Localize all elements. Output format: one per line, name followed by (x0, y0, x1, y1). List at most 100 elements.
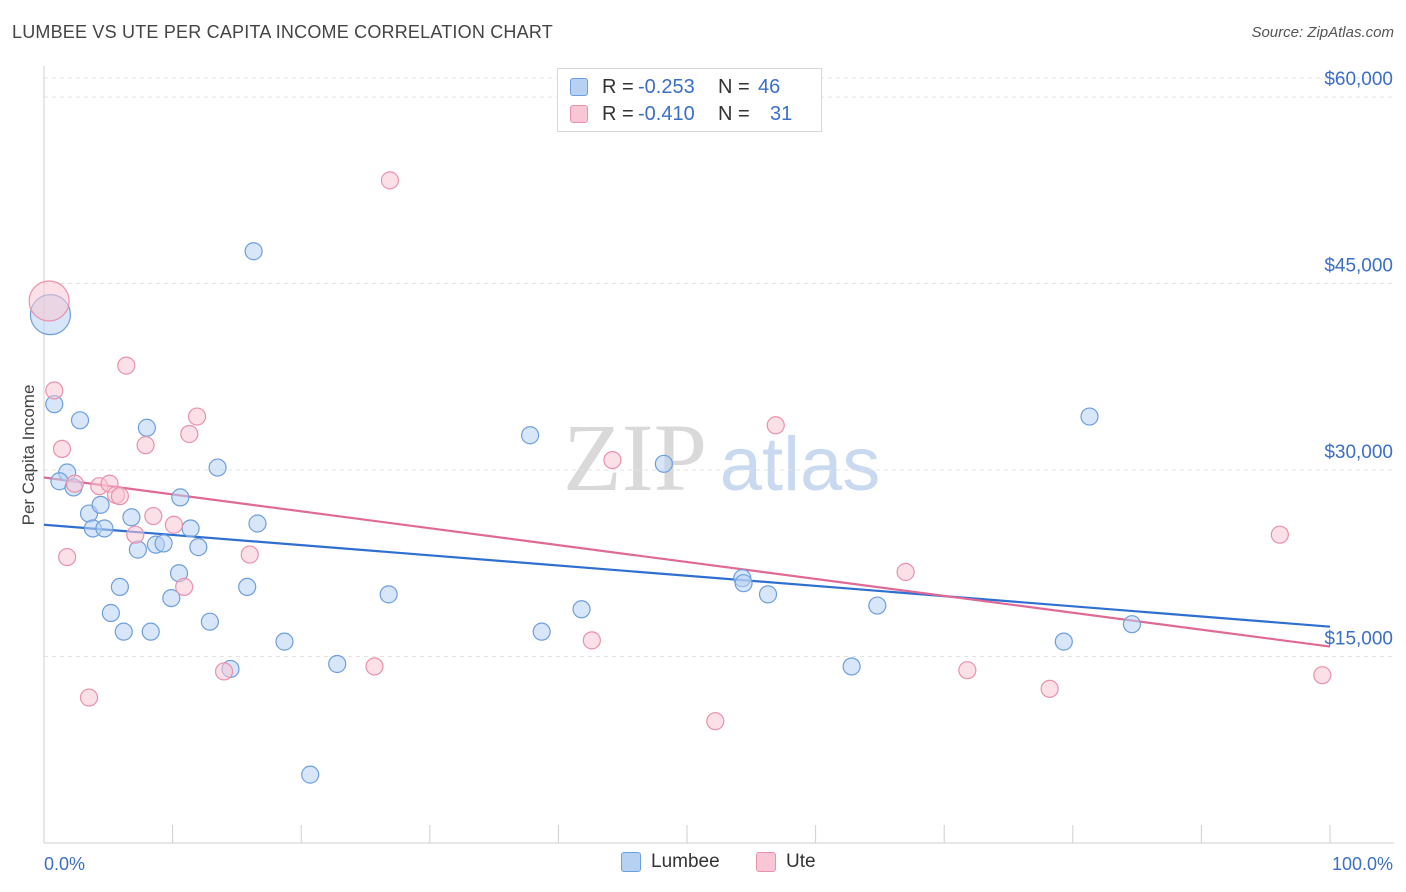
ute-swatch (570, 105, 588, 123)
x-tick-label: 0.0% (44, 854, 85, 874)
ute-point (52, 439, 72, 459)
ute-point (958, 661, 977, 680)
lumbee-point (171, 488, 190, 507)
y-tick-label: $45,000 (1324, 256, 1393, 277)
legend-item-ute: Ute (756, 851, 816, 873)
trend-lines (43, 476, 1331, 648)
lumbee-point (244, 242, 263, 261)
lumbee-point (654, 454, 673, 473)
lumbee-point (154, 534, 173, 553)
ute-point (766, 416, 785, 435)
lumbee-point (842, 657, 861, 676)
lumbee-swatch (570, 78, 588, 96)
lumbee-point (110, 577, 129, 597)
ute-point (126, 525, 145, 544)
lumbee-point (248, 514, 267, 533)
lumbee-point (379, 585, 398, 604)
lumbee-point (128, 540, 147, 559)
ute-point (214, 662, 234, 681)
lumbee-point (137, 418, 156, 437)
lumbee-point (91, 495, 110, 514)
n-label: N = (718, 75, 750, 98)
lumbee-point (734, 574, 753, 593)
watermark: ZIP atlas (563, 404, 880, 511)
y-tick-label: $15,000 (1324, 629, 1393, 650)
lumbee-legend-label: Lumbee (651, 851, 720, 872)
data-points (28, 171, 1332, 784)
lumbee-point (70, 411, 90, 430)
lumbee-point (208, 458, 227, 477)
ute-trend-line (43, 476, 1331, 648)
lumbee-point (1080, 407, 1099, 426)
lumbee-point (275, 632, 294, 651)
watermark-zip: ZIP (563, 404, 707, 511)
chart-title: LUMBEE VS UTE PER CAPITA INCOME CORRELAT… (12, 22, 553, 42)
x-tick-label: 100.0% (1332, 854, 1393, 874)
lumbee-point (238, 577, 257, 597)
lumbee-point (572, 600, 591, 619)
ute-point (117, 356, 136, 375)
r-value: -0.253 (638, 75, 695, 98)
y-tick-label: $60,000 (1324, 69, 1393, 90)
source-label: Source: ZipAtlas.com (1251, 24, 1394, 41)
ute-legend-swatch (756, 852, 776, 872)
ute-point (365, 657, 384, 676)
ute-point (1313, 666, 1332, 685)
lumbee-legend-swatch (621, 852, 641, 872)
ute-point (45, 381, 64, 400)
r-label: R = (602, 75, 634, 98)
lumbee-point (101, 603, 120, 623)
ute-point (58, 547, 77, 567)
lumbee-point (328, 654, 347, 674)
axes (43, 66, 1394, 844)
ute-point (187, 407, 207, 426)
ute-point (380, 171, 400, 190)
ute-point (164, 515, 183, 534)
r-label: R = (602, 102, 634, 125)
stats-row-lumbee: R = -0.253 N = 46 (570, 74, 780, 100)
ute-point (180, 424, 199, 444)
y-axis-label: Per Capita Income (19, 385, 38, 526)
ute-point (79, 688, 99, 707)
ute-point (706, 712, 725, 731)
ute-point (896, 562, 915, 582)
lumbee-point (532, 622, 551, 641)
stats-legend: R = -0.253 N = 46 R = -0.410 N = 31 (557, 68, 822, 132)
y-tick-label: $30,000 (1324, 442, 1393, 463)
lumbee-point (200, 612, 219, 631)
lumbee-point (189, 538, 208, 557)
ute-point (136, 436, 155, 455)
n-value: 46 (758, 75, 781, 98)
ute-point (28, 280, 70, 322)
gridlines (44, 77, 1394, 658)
ute-point (110, 487, 129, 506)
ute-point (144, 506, 163, 526)
ute-point (603, 450, 622, 470)
lumbee-point (868, 596, 887, 615)
lumbee-point (301, 765, 320, 784)
lumbee-point (181, 519, 200, 538)
ute-point (175, 577, 194, 597)
stats-row-ute: R = -0.410 N = 31 (570, 101, 792, 127)
lumbee-point (141, 622, 160, 641)
lumbee-point (521, 426, 540, 445)
n-label: N = (718, 102, 750, 125)
ute-point (582, 631, 601, 650)
lumbee-point (1054, 632, 1073, 651)
legend-item-lumbee: Lumbee (621, 851, 720, 873)
ute-point (65, 474, 84, 493)
r-value: -0.410 (638, 102, 695, 125)
ute-point (240, 545, 259, 564)
lumbee-point (122, 508, 141, 527)
lumbee-trend-line (43, 523, 1331, 628)
lumbee-point (758, 585, 778, 604)
ute-point (1270, 525, 1289, 544)
watermark-atlas: atlas (720, 422, 881, 507)
tick-labels: $15,000 $30,000 $45,000 $60,000 0.0% 100.0% (44, 69, 1393, 874)
lumbee-point (162, 588, 181, 608)
lumbee-point (95, 519, 114, 538)
ute-legend-label: Ute (786, 851, 816, 872)
lumbee-point (114, 622, 133, 641)
n-value: 31 (770, 102, 793, 125)
